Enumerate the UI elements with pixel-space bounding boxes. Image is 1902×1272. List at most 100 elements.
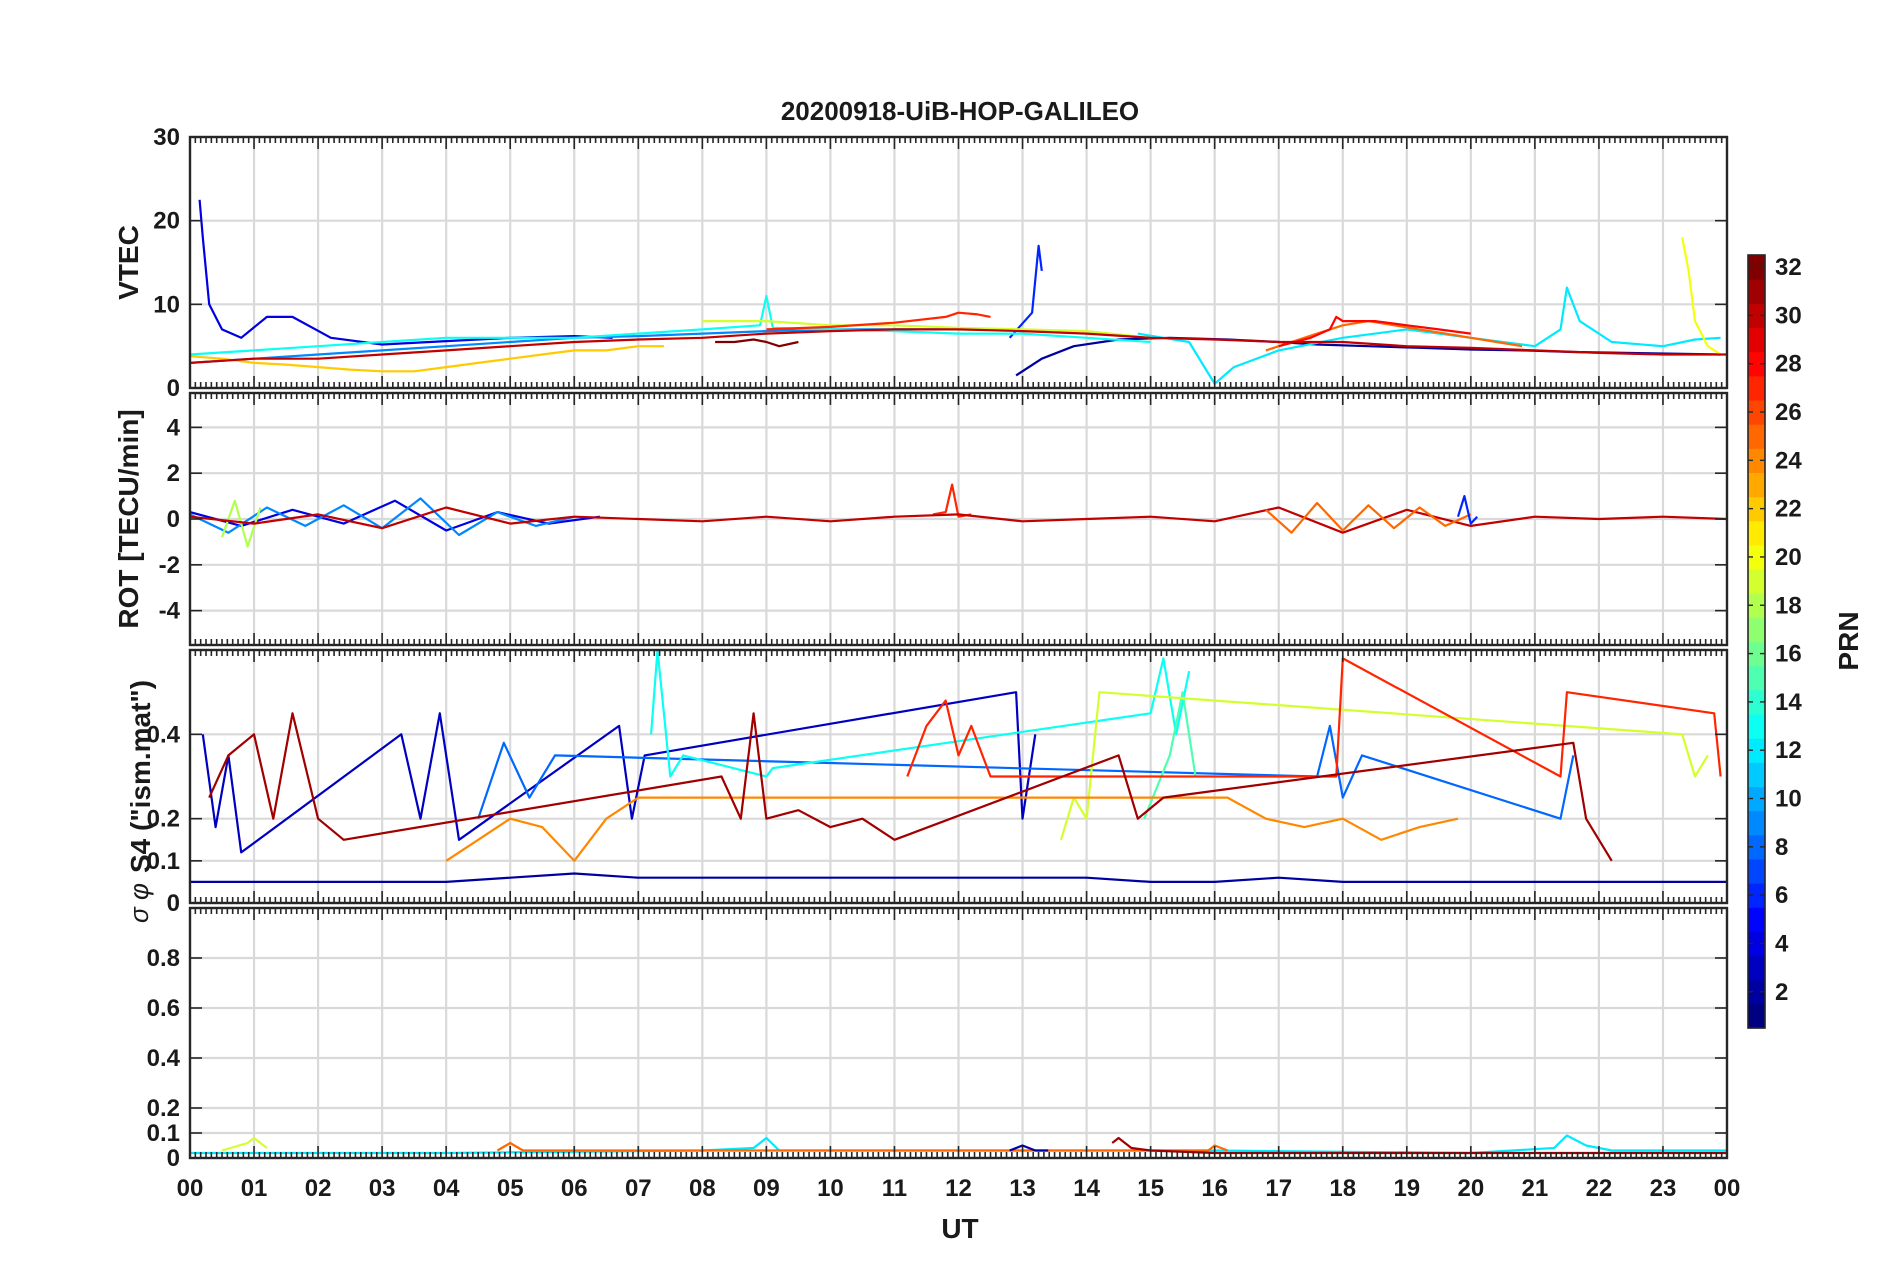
colorbar-swatch [1748,689,1765,715]
colorbar-swatch [1748,593,1765,618]
colorbar-swatch [1748,520,1765,546]
series-line-prn-22 [190,345,664,373]
series-line-prn-25 [1265,320,1523,352]
y-tick-label: 0.1 [147,848,180,875]
colorbar-swatch [1748,448,1765,474]
colorbar-tick-label: 6 [1775,882,1788,909]
series-line-prn-18 [220,499,262,548]
y-axis-label: ROT [TECU/min] [113,409,144,628]
x-axis-label: UT [941,1213,978,1244]
panel-sigma_phi: 00.10.20.40.60.8σ φ [124,883,1729,1172]
y-tick-label: 10 [153,291,180,318]
chart-title: 20200918-UiB-HOP-GALILEO [781,96,1139,126]
colorbar-tick-label: 24 [1775,447,1802,474]
colorbar-swatch [1748,399,1765,425]
colorbar-swatch [1748,834,1765,860]
series-line-prn-27 [906,657,1722,778]
x-tick-label: 01 [241,1175,268,1202]
series-line-prn-15 [1143,691,1197,820]
series-line-prn-2 [1009,1144,1049,1152]
series-line-prn-8 [477,724,1575,820]
x-tick-label: 15 [1137,1175,1164,1202]
x-tick-label: 16 [1201,1175,1228,1202]
x-tick-label: 22 [1586,1175,1613,1202]
colorbar-swatch [1748,907,1765,932]
colorbar-swatch [1748,472,1765,498]
y-tick-label: 0 [167,375,180,402]
colorbar-swatch [1748,883,1765,908]
panel-frame [188,648,1729,905]
y-tick-label: 20 [153,208,180,235]
series-line-prn-28 [1278,315,1471,348]
colorbar-tick-label: 16 [1775,641,1802,668]
colorbar-swatch [1748,955,1765,981]
x-axis-tick-labels: 00 01 02 03 04 05 06 07 08 09 10 11 12 13 14 15 16 17 18 19… [177,1175,1741,1202]
colorbar-swatch [1748,713,1765,739]
series-group [190,199,1727,385]
colorbar-tick-label: 8 [1775,834,1788,861]
y-tick-label: 30 [153,124,180,151]
colorbar-swatch [1748,979,1765,1005]
colorbar-tick-label: 10 [1775,786,1802,813]
series-line-prn-6 [1456,495,1479,525]
x-tick-label: 07 [625,1175,652,1202]
x-tick-label: 18 [1329,1175,1356,1202]
x-tick-label: 21 [1522,1175,1549,1202]
colorbar-tick-label: 12 [1775,737,1802,764]
series-line-prn-31 [208,712,1613,862]
x-tick-label: 13 [1009,1175,1036,1202]
x-tick-label: 19 [1393,1175,1420,1202]
y-tick-label: 2 [167,460,180,487]
y-tick-label: 0 [167,890,180,917]
y-tick-label: 0.4 [147,721,181,748]
colorbar-tick-label: 4 [1775,930,1789,957]
colorbar-swatch [1748,931,1765,957]
panel-frame [188,135,1729,390]
x-tick-label: 00 [1714,1175,1741,1202]
y-tick-label: 0.2 [147,806,180,833]
colorbar-tick-label: 30 [1775,302,1802,329]
x-tick-label: 02 [305,1175,332,1202]
x-tick-label: 12 [945,1175,972,1202]
series-line-prn-19 [221,1136,268,1152]
colorbar-swatch [1748,327,1765,353]
x-tick-label: 20 [1457,1175,1484,1202]
y-tick-label: 0.1 [147,1120,180,1147]
colorbar-swatch [1748,569,1765,594]
colorbar-swatch [1748,762,1765,788]
colorbar-swatch [1748,375,1765,401]
x-tick-label: 23 [1650,1175,1677,1202]
colorbar-swatch [1748,279,1765,304]
colorbar-tick-label: 14 [1775,689,1802,716]
y-tick-label: 0 [167,506,180,533]
series-line-prn-30 [190,506,1727,534]
x-tick-label: 11 [882,1175,907,1202]
panel-frame [188,906,1729,1160]
x-tick-label: 10 [817,1175,844,1202]
x-tick-label: 04 [433,1175,460,1202]
colorbar-swatch [1748,303,1765,329]
colorbar-swatch [1748,858,1765,884]
colorbar-label: PRN [1833,611,1864,670]
series-line-prn-13 [190,294,1151,356]
x-tick-label: 06 [561,1175,588,1202]
x-tick-label: 00 [177,1175,204,1202]
colorbar-tick-label: 22 [1775,496,1802,523]
series-line-prn-32 [715,338,799,348]
series-line-prn-6 [1008,244,1043,339]
colorbar-swatch [1748,786,1765,812]
y-tick-label: -2 [159,552,180,579]
colorbar-swatch [1748,738,1765,763]
y-tick-label: 4 [167,414,181,441]
x-tick-label: 08 [689,1175,716,1202]
series-line-prn-19 [702,320,1151,339]
colorbar-swatch [1748,1003,1765,1029]
colorbar-swatch [1748,255,1765,280]
y-axis-label: σ φ [124,883,154,923]
series-line-prn-20 [1681,237,1722,356]
series-line-prn-25 [1265,501,1472,534]
colorbar-tick-label: 2 [1775,979,1788,1006]
